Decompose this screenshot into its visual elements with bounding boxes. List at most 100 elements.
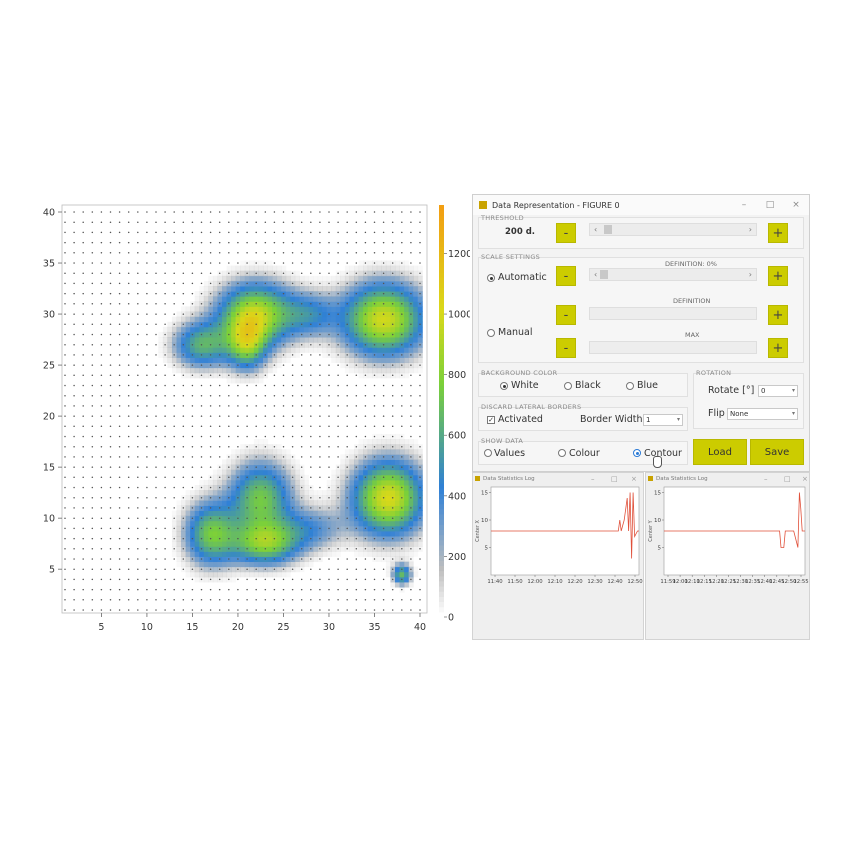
x-tick-label: 20	[232, 622, 244, 633]
close-icon[interactable]: ×	[631, 475, 637, 483]
grid-dot	[137, 537, 139, 540]
grid-dot	[300, 425, 303, 428]
heat-cell	[267, 546, 273, 552]
heat-cell	[262, 479, 269, 486]
save-button[interactable]: Save	[750, 439, 804, 465]
grid-dot	[410, 282, 412, 285]
heat-cell	[222, 331, 228, 338]
grid-dot	[419, 313, 421, 315]
automatic-minus-button[interactable]: -	[556, 266, 576, 286]
max-plus-button[interactable]: +	[768, 338, 788, 358]
grid-dot	[173, 292, 175, 295]
heat-cell	[262, 326, 269, 333]
heat-cell	[285, 306, 291, 312]
heat-cell	[294, 561, 300, 568]
border-width-select[interactable]: 1 ▾	[643, 414, 683, 426]
grid-dot	[109, 599, 112, 601]
log-window-y-title: Data Statistics Log	[656, 476, 708, 482]
definition-slider-thumb[interactable]	[600, 270, 608, 279]
maximize-icon[interactable]: □	[784, 475, 791, 483]
white-radio[interactable]	[500, 382, 508, 390]
slider-right-arrow-icon[interactable]: ›	[748, 225, 752, 234]
heat-cell	[408, 357, 414, 364]
colour-radio[interactable]	[558, 449, 566, 457]
threshold-minus-button[interactable]: -	[556, 223, 576, 243]
grid-dot	[337, 435, 339, 438]
heat-cell	[404, 372, 410, 379]
heat-cell	[331, 551, 337, 557]
heat-cell	[344, 510, 350, 517]
grid-dot	[264, 425, 267, 428]
heat-cell	[404, 469, 410, 476]
max-slider[interactable]	[589, 341, 757, 354]
slider-left-arrow-icon[interactable]: ‹	[594, 270, 598, 279]
max-minus-button[interactable]: -	[556, 338, 576, 358]
heat-cell	[267, 337, 273, 343]
definition-slider[interactable]: ‹ ›	[589, 268, 757, 281]
heat-cell	[394, 326, 401, 333]
automatic-plus-button[interactable]: +	[768, 266, 788, 286]
grid-dot	[419, 282, 421, 285]
grid-dot	[282, 292, 285, 295]
heat-cell	[340, 546, 346, 552]
maximize-icon[interactable]: □	[611, 475, 618, 483]
grid-dot	[373, 486, 376, 489]
load-button[interactable]: Load	[693, 439, 747, 465]
heat-cell	[222, 546, 228, 552]
minimize-icon[interactable]: –	[764, 475, 768, 483]
slider-left-arrow-icon[interactable]: ‹	[594, 225, 598, 234]
grid-dot	[182, 548, 185, 550]
heat-cell	[258, 362, 264, 369]
close-icon[interactable]: ×	[792, 200, 800, 210]
grid-dot	[237, 252, 239, 254]
black-radio[interactable]	[564, 382, 572, 390]
grid-dot	[64, 231, 66, 234]
grid-dot	[410, 588, 412, 591]
heat-cell	[208, 500, 214, 506]
heat-cell	[212, 357, 218, 364]
grid-dot	[401, 241, 403, 244]
heat-cell	[390, 581, 396, 588]
heat-cell	[285, 296, 291, 302]
heat-cell	[194, 556, 200, 563]
rotate-select[interactable]: 0 ▾	[758, 385, 798, 397]
grid-dot	[173, 496, 175, 499]
heat-cell	[354, 490, 360, 496]
grid-dot	[209, 507, 212, 509]
contour-radio[interactable]	[633, 449, 641, 457]
grid-dot	[410, 456, 412, 458]
definition-minus-button[interactable]: -	[556, 305, 576, 325]
colorbar-segment	[439, 364, 444, 371]
blue-radio[interactable]	[626, 382, 634, 390]
heat-cell	[349, 326, 355, 333]
grid-dot	[337, 364, 339, 366]
manual-radio[interactable]	[487, 329, 495, 337]
grid-dot	[273, 272, 276, 274]
heat-cell	[340, 525, 346, 532]
heat-cell	[394, 301, 401, 307]
heat-cell	[399, 571, 405, 578]
values-radio[interactable]	[484, 449, 492, 457]
grid-dot	[419, 374, 421, 377]
minimize-icon[interactable]: –	[591, 475, 595, 483]
close-icon[interactable]: ×	[802, 475, 808, 483]
heat-cell	[203, 301, 209, 307]
threshold-slider-thumb[interactable]	[604, 225, 613, 234]
maximize-icon[interactable]: □	[765, 200, 775, 210]
activated-checkbox[interactable]: ✓	[487, 416, 495, 424]
automatic-radio[interactable]	[487, 274, 495, 282]
definition-plus-button[interactable]: +	[768, 305, 788, 325]
heat-cell	[349, 479, 355, 486]
flip-select[interactable]: None ▾	[727, 408, 798, 420]
threshold-plus-button[interactable]: +	[768, 223, 788, 243]
minimize-icon[interactable]: –	[741, 200, 747, 210]
heat-cell	[222, 561, 228, 568]
heat-cell	[358, 321, 364, 328]
slider-right-arrow-icon[interactable]: ›	[748, 270, 752, 279]
heat-cell	[249, 331, 255, 338]
grid-dot	[346, 211, 348, 213]
grid-dot	[401, 476, 403, 479]
threshold-slider[interactable]: ‹ ›	[589, 223, 757, 236]
manual-definition-slider[interactable]	[589, 307, 757, 320]
